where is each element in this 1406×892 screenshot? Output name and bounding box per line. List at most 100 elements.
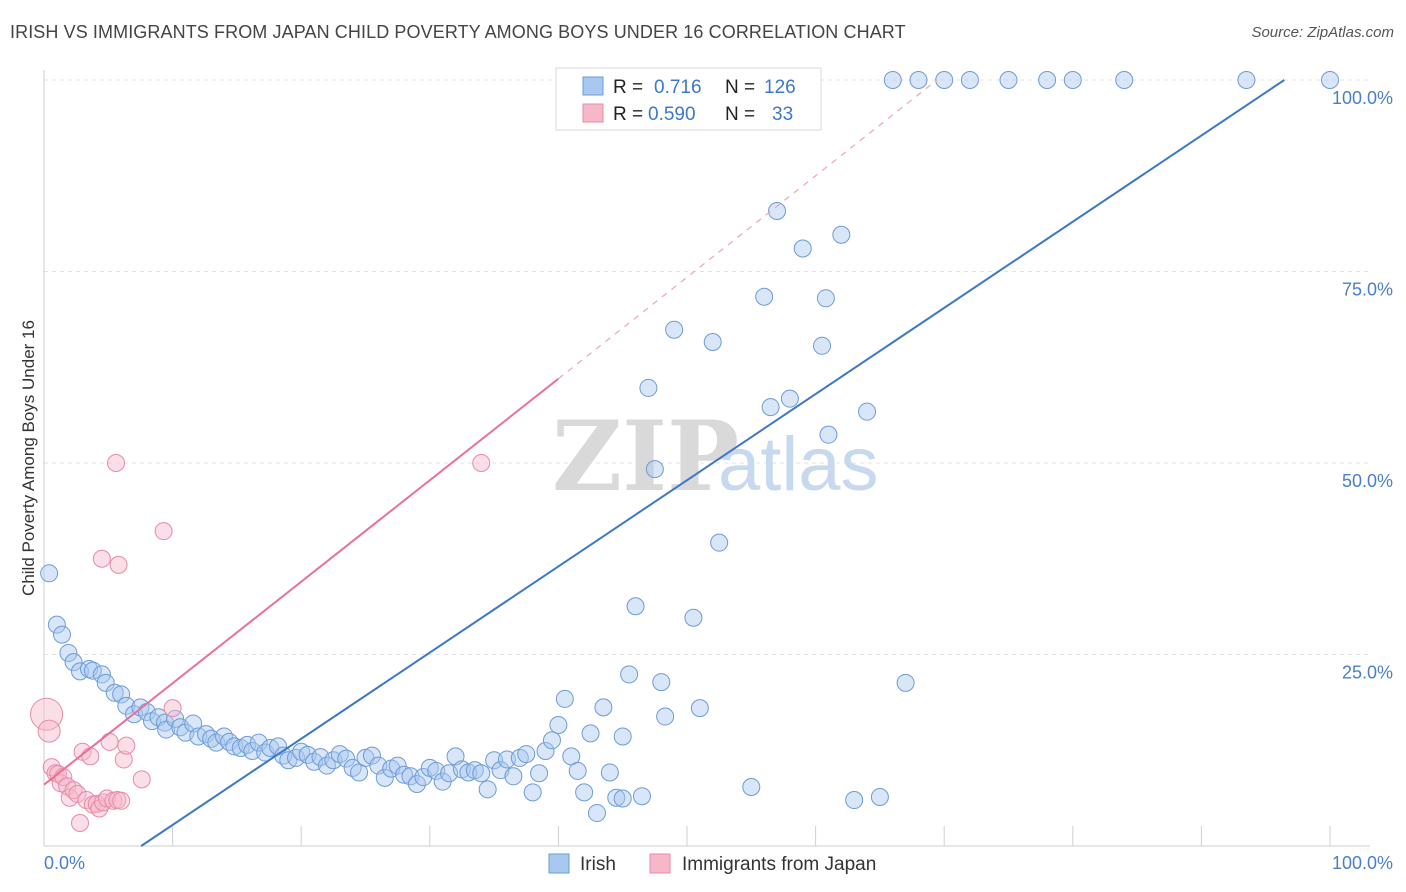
- irish-point: [607, 788, 626, 807]
- irish-point: [249, 733, 268, 752]
- irish-point: [517, 745, 536, 764]
- irish-point: [819, 425, 838, 444]
- irish-point: [530, 764, 549, 783]
- irish-point: [935, 71, 954, 89]
- irish-point: [684, 608, 703, 627]
- irish-point: [238, 735, 257, 754]
- legend-n-value-japan: 33: [772, 104, 793, 125]
- japan-point: [68, 784, 87, 803]
- irish-point: [549, 715, 568, 734]
- irish-point: [620, 665, 639, 684]
- irish-point: [656, 707, 675, 726]
- irish-point: [780, 389, 799, 408]
- irish-point: [388, 756, 407, 775]
- irish-point: [755, 287, 774, 306]
- japan-point: [154, 522, 173, 541]
- irish-point: [112, 685, 131, 704]
- irish-point: [1063, 71, 1082, 89]
- japan-point: [92, 549, 111, 568]
- legend-swatch-japan: [582, 103, 604, 123]
- irish-point: [703, 332, 722, 351]
- legend-n-value-irish: 126: [764, 77, 796, 98]
- irish-point: [690, 699, 709, 718]
- irish-point: [632, 787, 651, 806]
- japan-point: [30, 697, 64, 731]
- bottom-legend: Irish Immigrants from Japan: [548, 853, 876, 875]
- y-tick-label: 100.0%: [1332, 88, 1393, 108]
- japan-point: [71, 814, 90, 833]
- series-japan: [30, 454, 491, 833]
- irish-point: [883, 71, 902, 89]
- legend-r-label-irish: R =: [613, 77, 643, 98]
- japan-trend-line-extension: [558, 79, 938, 380]
- irish-point: [362, 746, 381, 765]
- irish-point: [47, 615, 66, 634]
- irish-point: [813, 336, 832, 355]
- irish-point: [768, 201, 787, 220]
- irish-point: [472, 764, 491, 783]
- bottom-legend-swatch-japan: [649, 853, 671, 874]
- irish-point: [613, 727, 632, 746]
- grid-lines: [44, 79, 1370, 655]
- japan-point: [472, 454, 491, 472]
- y-tick-label: 75.0%: [1342, 280, 1393, 300]
- chart-source: Source: ZipAtlas.com: [1251, 24, 1394, 41]
- irish-point: [446, 747, 465, 766]
- irish-point: [645, 460, 664, 479]
- japan-point: [114, 750, 133, 769]
- japan-point: [107, 454, 126, 472]
- legend-n-label-irish: N =: [725, 77, 755, 98]
- irish-point: [343, 758, 362, 777]
- y-axis-label: Child Poverty Among Boys Under 16: [19, 320, 38, 596]
- x-tick-label: 0.0%: [44, 853, 85, 873]
- irish-point: [504, 767, 523, 786]
- irish-point: [83, 661, 102, 680]
- japan-point: [37, 719, 61, 743]
- irish-point: [845, 791, 864, 810]
- irish-point: [710, 533, 729, 552]
- irish-point: [960, 71, 979, 89]
- irish-point: [96, 673, 115, 692]
- irish-point: [59, 643, 78, 662]
- japan-point: [163, 699, 182, 718]
- irish-point: [1115, 71, 1134, 89]
- irish-point: [497, 750, 516, 769]
- y-tick-label: 50.0%: [1342, 471, 1393, 491]
- irish-point: [600, 763, 619, 782]
- legend-r-value-japan: 0.590: [648, 104, 696, 125]
- irish-point: [542, 731, 561, 750]
- irish-point: [1038, 71, 1057, 89]
- irish-point: [870, 787, 889, 806]
- irish-point: [478, 780, 497, 799]
- irish-point: [166, 709, 185, 728]
- irish-point: [395, 765, 414, 784]
- legend-r-value-irish: 0.716: [654, 77, 702, 98]
- irish-point: [485, 751, 504, 770]
- irish-point: [92, 665, 111, 684]
- irish-point: [375, 768, 394, 787]
- irish-point: [568, 761, 587, 780]
- irish-point: [999, 71, 1018, 89]
- irish-point: [594, 698, 613, 717]
- irish-point: [793, 239, 812, 258]
- irish-point: [337, 749, 356, 768]
- axes: [43, 70, 1370, 847]
- x-tick-label: 100.0%: [1332, 853, 1393, 873]
- irish-point: [64, 653, 83, 672]
- japan-point: [117, 736, 136, 755]
- japan-point: [109, 555, 128, 574]
- japan-point: [100, 732, 119, 751]
- irish-point: [742, 778, 761, 797]
- irish-point: [575, 783, 594, 802]
- irish-point: [858, 402, 877, 421]
- irish-point: [652, 673, 671, 692]
- irish-point: [909, 71, 928, 89]
- irish-point: [581, 724, 600, 743]
- irish-point: [523, 783, 542, 802]
- irish-point: [587, 804, 606, 823]
- legend-r-label-japan: R =: [613, 104, 643, 125]
- irish-point: [761, 398, 780, 417]
- irish-point: [665, 320, 684, 339]
- watermark-atlas: atlas: [718, 422, 879, 507]
